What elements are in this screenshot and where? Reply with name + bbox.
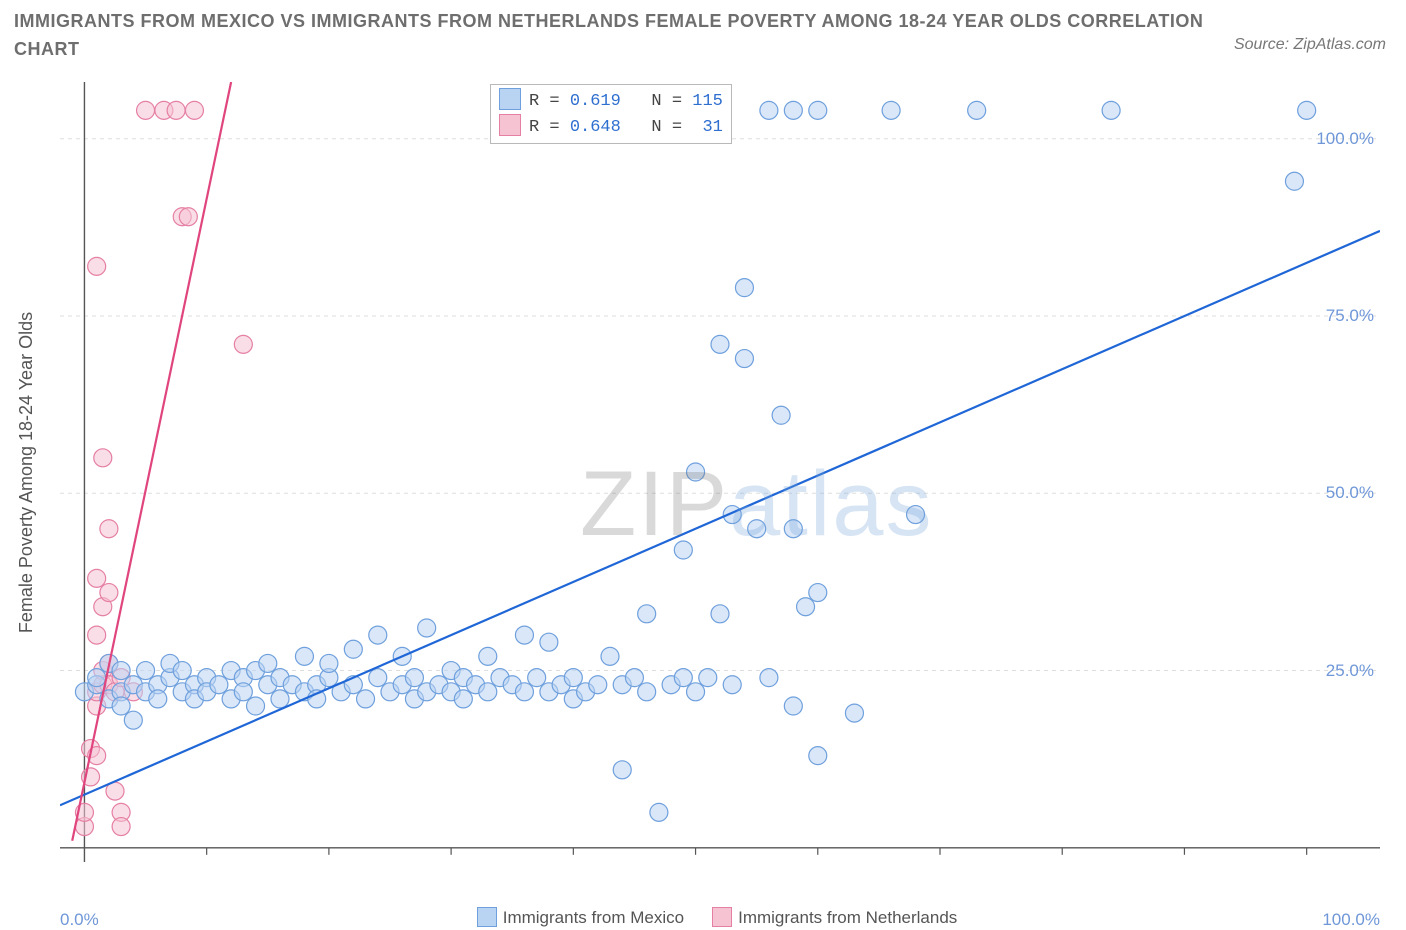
data-point — [295, 647, 313, 665]
data-point — [1102, 101, 1120, 119]
data-point — [625, 669, 643, 687]
data-point — [112, 818, 130, 836]
legend-swatch — [499, 88, 521, 110]
data-point — [638, 605, 656, 623]
data-point — [748, 520, 766, 538]
y-tick-label: 100.0% — [1316, 129, 1374, 149]
data-point — [674, 541, 692, 559]
data-point — [234, 683, 252, 701]
data-point — [137, 101, 155, 119]
data-point — [210, 676, 228, 694]
data-point — [247, 697, 265, 715]
data-point — [112, 697, 130, 715]
data-point — [88, 669, 106, 687]
data-point — [88, 626, 106, 644]
data-point — [1285, 172, 1303, 190]
data-point — [589, 676, 607, 694]
legend-label: Immigrants from Netherlands — [738, 908, 957, 927]
data-point — [88, 569, 106, 587]
scatter-plot: ZIPatlas 25.0%50.0%75.0%100.0%R = 0.619 … — [60, 82, 1380, 862]
data-point — [454, 690, 472, 708]
y-tick-label: 25.0% — [1326, 661, 1374, 681]
data-point — [638, 683, 656, 701]
data-point — [234, 335, 252, 353]
data-point — [784, 697, 802, 715]
correlation-legend: R = 0.619 N = 115R = 0.648 N = 31 — [490, 84, 732, 144]
data-point — [845, 704, 863, 722]
data-point — [94, 449, 112, 467]
data-point — [124, 711, 142, 729]
data-point — [723, 676, 741, 694]
legend-row: R = 0.619 N = 115 — [499, 88, 723, 114]
data-point — [167, 101, 185, 119]
data-point — [100, 584, 118, 602]
data-point — [149, 690, 167, 708]
data-point — [968, 101, 986, 119]
data-point — [650, 803, 668, 821]
data-point — [564, 669, 582, 687]
data-point — [809, 584, 827, 602]
data-point — [687, 463, 705, 481]
data-point — [907, 506, 925, 524]
data-point — [772, 406, 790, 424]
data-point — [185, 101, 203, 119]
legend-row: R = 0.648 N = 31 — [499, 114, 723, 140]
data-point — [760, 101, 778, 119]
data-point — [528, 669, 546, 687]
regression-line — [60, 231, 1380, 805]
data-point — [613, 761, 631, 779]
data-point — [369, 669, 387, 687]
y-tick-label: 50.0% — [1326, 483, 1374, 503]
data-point — [515, 683, 533, 701]
data-point — [405, 669, 423, 687]
data-point — [369, 626, 387, 644]
data-point — [320, 654, 338, 672]
data-point — [88, 257, 106, 275]
data-point — [479, 647, 497, 665]
data-point — [1298, 101, 1316, 119]
data-point — [515, 626, 533, 644]
data-point — [784, 520, 802, 538]
y-tick-label: 75.0% — [1326, 306, 1374, 326]
y-axis-label: Female Poverty Among 18-24 Year Olds — [17, 311, 38, 632]
plot-svg — [60, 82, 1380, 862]
data-point — [699, 669, 717, 687]
legend-swatch — [712, 907, 732, 927]
data-point — [137, 662, 155, 680]
data-point — [711, 605, 729, 623]
data-point — [687, 683, 705, 701]
data-point — [735, 350, 753, 368]
data-point — [809, 747, 827, 765]
data-point — [344, 640, 362, 658]
data-point — [809, 101, 827, 119]
data-point — [760, 669, 778, 687]
data-point — [479, 683, 497, 701]
data-point — [271, 690, 289, 708]
data-point — [357, 690, 375, 708]
legend-label: Immigrants from Mexico — [503, 908, 684, 927]
data-point — [601, 647, 619, 665]
data-point — [784, 101, 802, 119]
data-point — [418, 619, 436, 637]
data-point — [711, 335, 729, 353]
bottom-legend: Immigrants from Mexico Immigrants from Ne… — [0, 907, 1406, 928]
chart-title: IMMIGRANTS FROM MEXICO VS IMMIGRANTS FRO… — [14, 8, 1206, 64]
data-point — [179, 208, 197, 226]
data-point — [112, 662, 130, 680]
data-point — [674, 669, 692, 687]
source-label: Source: ZipAtlas.com — [1234, 36, 1386, 54]
data-point — [100, 520, 118, 538]
data-point — [735, 279, 753, 297]
data-point — [259, 654, 277, 672]
legend-swatch — [477, 907, 497, 927]
data-point — [797, 598, 815, 616]
data-point — [173, 662, 191, 680]
legend-swatch — [499, 114, 521, 136]
data-point — [882, 101, 900, 119]
y-axis-label-container: Female Poverty Among 18-24 Year Olds — [12, 82, 42, 862]
data-point — [540, 633, 558, 651]
